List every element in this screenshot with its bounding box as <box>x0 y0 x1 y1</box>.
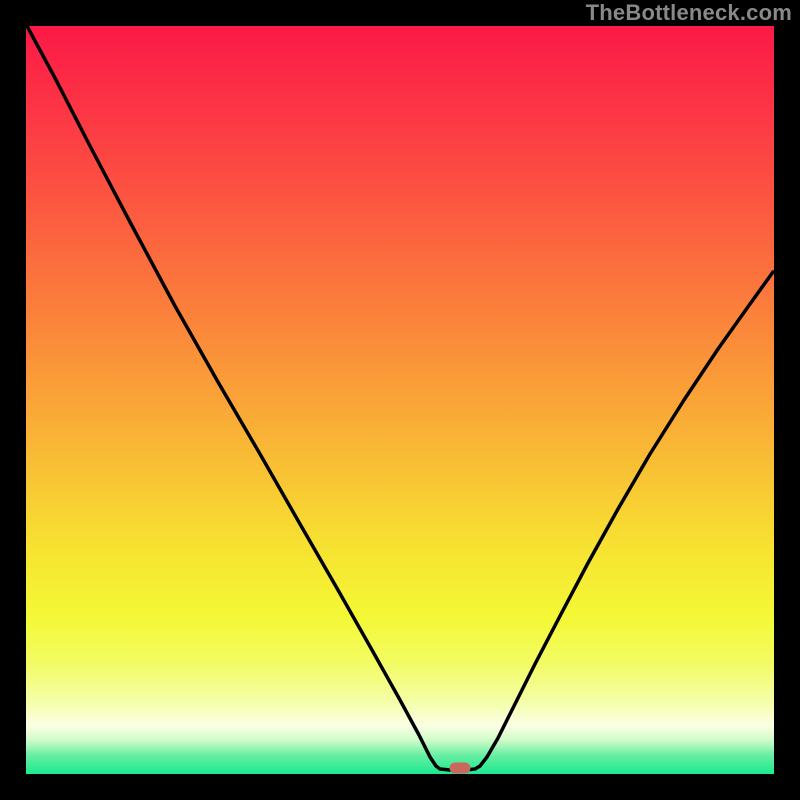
bottleneck-chart <box>0 0 800 800</box>
watermark-text: TheBottleneck.com <box>586 0 792 26</box>
minimum-indicator <box>450 763 471 774</box>
plot-gradient-background <box>26 26 774 774</box>
